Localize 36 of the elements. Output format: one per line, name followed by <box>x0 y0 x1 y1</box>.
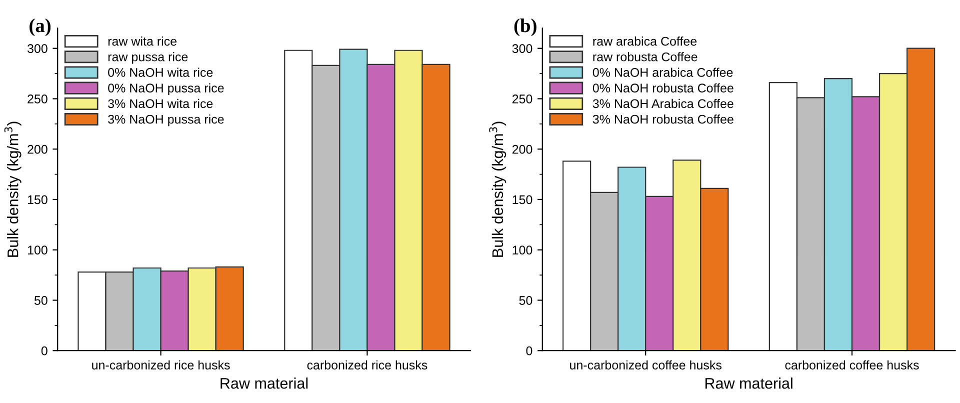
legend-label: raw arabica Coffee <box>593 36 697 46</box>
legend-label: 3% NaOH pussa rice <box>108 114 224 126</box>
x-axis-title: Raw material <box>220 378 308 389</box>
chart-title: (a) <box>30 18 51 36</box>
y-tick-label: 150 <box>28 195 48 204</box>
y-tick-label: 150 <box>512 195 532 204</box>
y-tick-label: 100 <box>512 246 532 255</box>
legend-label: 0% NaOH wita rice <box>108 68 213 77</box>
legend-label: 0% NaOH pussa rice <box>108 83 224 95</box>
x-axis-title: Raw material <box>705 378 792 389</box>
y-tick-label: 0 <box>526 346 532 356</box>
legend-label: 0% NaOH robusta Coffee <box>592 83 734 92</box>
legend-label: raw robusta Coffee <box>593 52 698 62</box>
y-tick-label: 200 <box>512 144 532 154</box>
y-tick-label: 300 <box>28 44 48 54</box>
y-tick-label: 50 <box>34 296 48 305</box>
legend-label: raw pussa rice <box>108 52 188 64</box>
x-tick-label: carbonized coffee husks <box>785 360 919 370</box>
legend-label: raw wita rice <box>108 36 177 46</box>
y-tick-label: 50 <box>519 296 532 305</box>
legend-label: 3% NaOH robusta Coffee <box>592 114 734 124</box>
y-tick-label: 250 <box>28 94 48 104</box>
y-tick-label: 0 <box>41 346 48 356</box>
x-tick-label: un-carbonized coffee husks <box>570 360 722 370</box>
y-axis-title: Bulk density (kg/m$^{3}$) <box>4 122 22 257</box>
y-axis-title: Bulk density (kg/m$^{3}$) <box>489 122 506 257</box>
legend-label: 0% NaOH arabica Coffee <box>592 68 733 77</box>
y-tick-label: 200 <box>28 144 48 154</box>
y-tick-label: 100 <box>28 246 48 255</box>
x-tick-label: un-carbonized rice husks <box>92 360 230 370</box>
y-tick-label: 300 <box>512 44 532 54</box>
legend-label: 3% NaOH wita rice <box>108 98 213 108</box>
y-tick-label: 250 <box>512 94 532 104</box>
legend-label: 3% NaOH Arabica Coffee <box>592 98 734 108</box>
chart-title: (b) <box>514 18 536 36</box>
x-tick-label: carbonized rice husks <box>307 360 428 370</box>
